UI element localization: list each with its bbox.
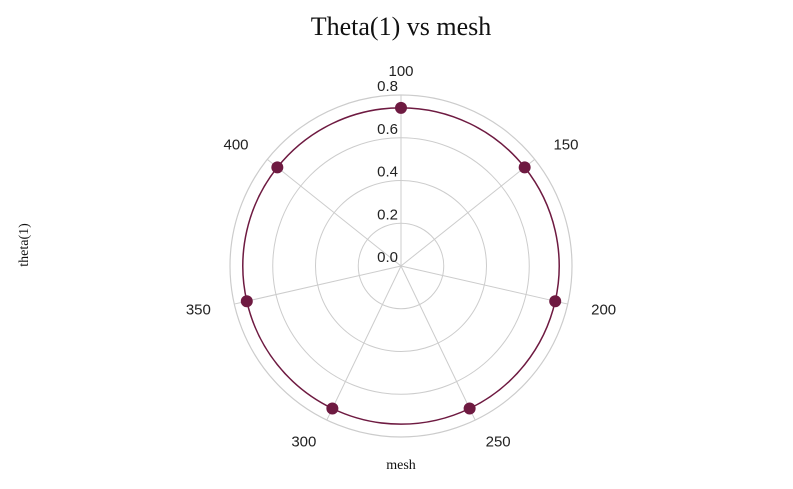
x-axis-title: mesh xyxy=(386,458,416,473)
category-label: 150 xyxy=(553,136,578,153)
data-point[interactable] xyxy=(518,161,531,174)
category-label: 250 xyxy=(486,434,511,451)
category-labels: 100 150 200 250 300 350 400 xyxy=(186,63,616,451)
category-label: 350 xyxy=(186,301,211,318)
data-point[interactable] xyxy=(271,161,284,174)
series-line xyxy=(242,107,560,425)
spoke xyxy=(326,265,402,421)
radial-tick-labels: 0.0 0.2 0.4 0.6 0.8 xyxy=(377,78,398,266)
category-label: 100 xyxy=(388,63,413,80)
radial-tick-label: 0.6 xyxy=(377,121,398,138)
data-point[interactable] xyxy=(395,101,407,114)
radial-tick-label: 0.0 xyxy=(377,249,398,266)
spoke xyxy=(400,265,568,305)
data-point[interactable] xyxy=(463,402,476,415)
category-label: 300 xyxy=(291,434,316,451)
data-point[interactable] xyxy=(549,295,562,308)
radial-tick-label: 0.4 xyxy=(377,164,398,181)
y-axis-title: theta(1) xyxy=(17,223,32,267)
spoke xyxy=(400,265,476,421)
spoke xyxy=(400,158,536,267)
radial-tick-label: 0.8 xyxy=(377,78,398,95)
data-point[interactable] xyxy=(240,295,253,308)
spoke xyxy=(234,265,402,305)
category-label: 400 xyxy=(224,136,249,153)
data-point[interactable] xyxy=(326,402,339,415)
chart-title: Theta(1) vs mesh xyxy=(311,12,492,41)
spoke xyxy=(266,158,402,267)
radial-tick-label: 0.2 xyxy=(377,206,398,223)
angular-spokes xyxy=(234,95,568,421)
category-label: 200 xyxy=(591,301,616,318)
series-area xyxy=(240,101,562,425)
